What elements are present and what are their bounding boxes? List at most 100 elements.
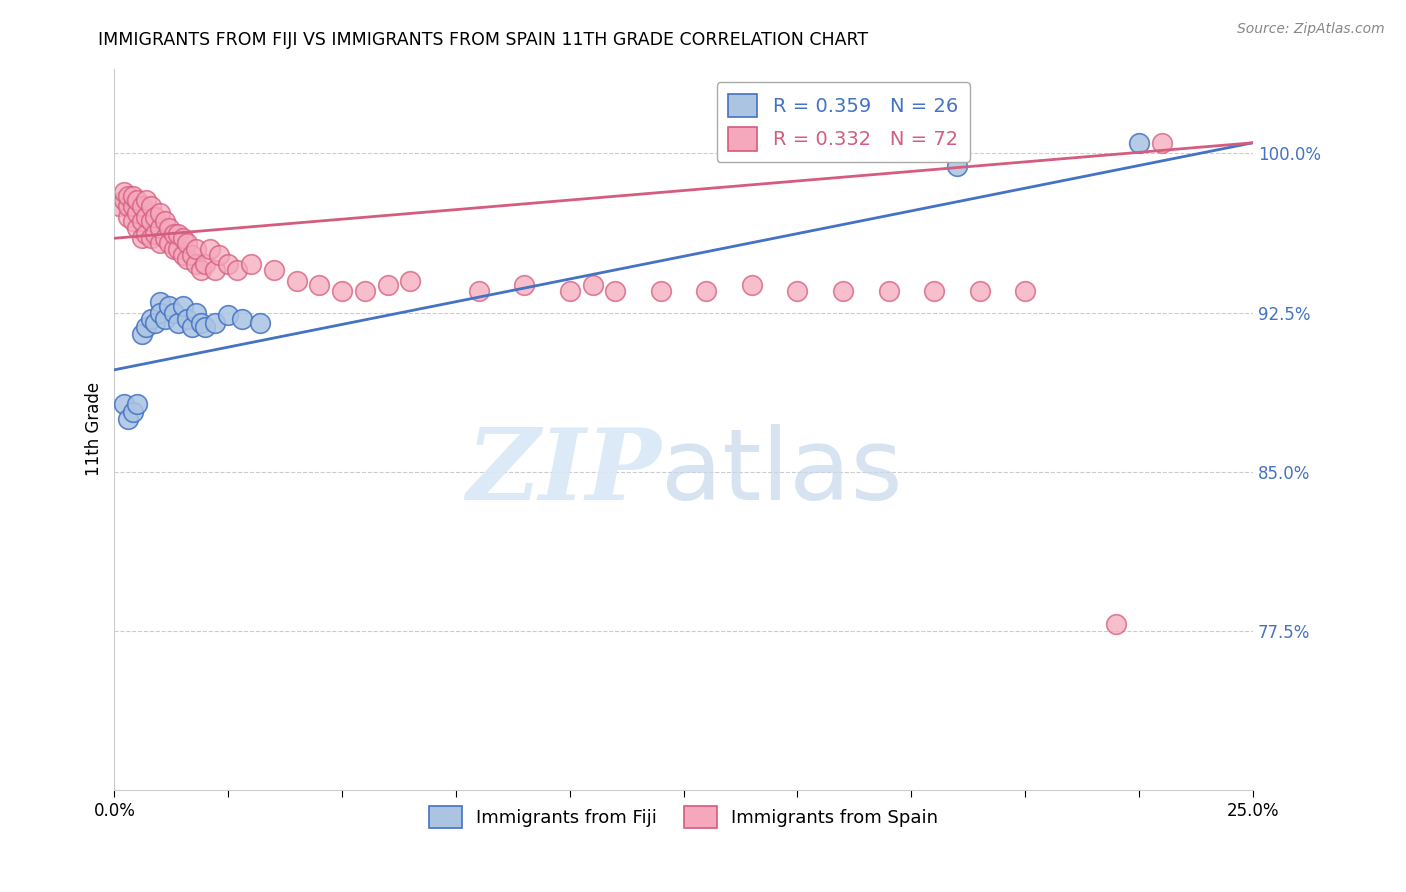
Point	[1150, 136, 1173, 150]
Point	[139, 311, 162, 326]
Point	[162, 305, 184, 319]
Point	[117, 189, 139, 203]
Point	[513, 277, 536, 292]
Point	[1105, 617, 1128, 632]
Point	[198, 242, 221, 256]
Point	[263, 263, 285, 277]
Point	[208, 248, 231, 262]
Point	[139, 231, 162, 245]
Point	[131, 231, 153, 245]
Point	[145, 316, 167, 330]
Text: IMMIGRANTS FROM FIJI VS IMMIGRANTS FROM SPAIN 11TH GRADE CORRELATION CHART: IMMIGRANTS FROM FIJI VS IMMIGRANTS FROM …	[98, 31, 869, 49]
Point	[135, 193, 157, 207]
Point	[172, 231, 194, 245]
Point	[240, 257, 263, 271]
Point	[741, 277, 763, 292]
Point	[139, 199, 162, 213]
Point	[153, 311, 176, 326]
Point	[121, 214, 143, 228]
Text: Source: ZipAtlas.com: Source: ZipAtlas.com	[1237, 22, 1385, 37]
Point	[117, 210, 139, 224]
Point	[308, 277, 330, 292]
Point	[139, 214, 162, 228]
Point	[157, 235, 180, 250]
Point	[127, 220, 149, 235]
Point	[145, 210, 167, 224]
Point	[117, 199, 139, 213]
Point	[186, 305, 208, 319]
Point	[180, 320, 202, 334]
Point	[176, 235, 198, 250]
Point	[695, 285, 717, 299]
Point	[190, 263, 212, 277]
Text: atlas: atlas	[661, 424, 903, 521]
Point	[786, 285, 808, 299]
Point	[127, 397, 149, 411]
Point	[167, 316, 190, 330]
Text: ZIP: ZIP	[465, 425, 661, 521]
Point	[127, 193, 149, 207]
Point	[135, 320, 157, 334]
Point	[249, 316, 271, 330]
Point	[467, 285, 489, 299]
Point	[167, 227, 190, 241]
Point	[877, 285, 900, 299]
Point	[204, 316, 226, 330]
Point	[217, 257, 239, 271]
Point	[377, 277, 399, 292]
Point	[1014, 285, 1036, 299]
Point	[131, 326, 153, 341]
Y-axis label: 11th Grade: 11th Grade	[86, 382, 103, 476]
Point	[112, 397, 135, 411]
Point	[149, 206, 172, 220]
Point	[121, 199, 143, 213]
Point	[172, 299, 194, 313]
Point	[112, 185, 135, 199]
Point	[922, 285, 945, 299]
Point	[149, 294, 172, 309]
Point	[354, 285, 377, 299]
Point	[162, 227, 184, 241]
Point	[186, 242, 208, 256]
Point	[112, 193, 135, 207]
Point	[157, 299, 180, 313]
Point	[153, 231, 176, 245]
Point	[149, 305, 172, 319]
Point	[650, 285, 672, 299]
Legend: Immigrants from Fiji, Immigrants from Spain: Immigrants from Fiji, Immigrants from Sp…	[422, 798, 945, 835]
Point	[108, 199, 131, 213]
Point	[135, 210, 157, 224]
Point	[969, 285, 991, 299]
Point	[217, 308, 239, 322]
Point	[581, 277, 603, 292]
Point	[131, 214, 153, 228]
Point	[121, 189, 143, 203]
Point	[194, 257, 217, 271]
Point	[180, 248, 202, 262]
Point	[176, 311, 198, 326]
Point	[231, 311, 253, 326]
Point	[558, 285, 581, 299]
Point	[186, 257, 208, 271]
Point	[1128, 136, 1150, 150]
Point	[153, 214, 176, 228]
Point	[605, 285, 627, 299]
Point	[946, 159, 969, 173]
Point	[194, 320, 217, 334]
Point	[167, 242, 190, 256]
Point	[172, 248, 194, 262]
Point	[399, 274, 422, 288]
Point	[149, 220, 172, 235]
Point	[330, 285, 353, 299]
Point	[135, 227, 157, 241]
Point	[131, 199, 153, 213]
Point	[117, 411, 139, 425]
Point	[127, 206, 149, 220]
Point	[145, 227, 167, 241]
Point	[157, 220, 180, 235]
Point	[226, 263, 249, 277]
Point	[176, 252, 198, 267]
Point	[121, 405, 143, 419]
Point	[832, 285, 855, 299]
Point	[204, 263, 226, 277]
